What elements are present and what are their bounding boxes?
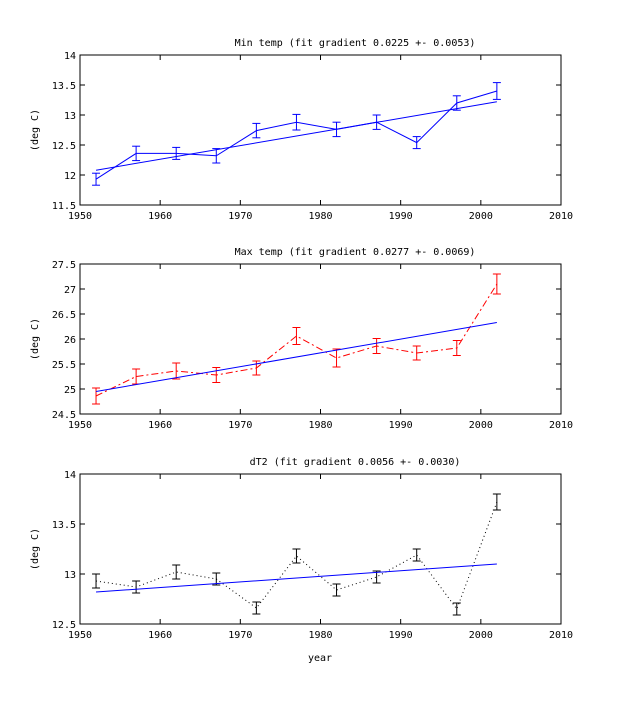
panel-dt2: dT2 (fit gradient 0.0056 +- 0.0030) (deg… [30, 457, 573, 664]
panel-title: Min temp (fit gradient 0.0225 +- 0.0053) [235, 38, 476, 49]
y-tick-label: 27.5 [52, 260, 76, 271]
plot-frame [79, 54, 562, 206]
y-axis-label: (deg C) [30, 318, 41, 360]
x-tick-label: 2000 [469, 211, 493, 222]
y-tick-label: 25 [64, 385, 76, 396]
x-tick-label: 1990 [389, 211, 413, 222]
x-tick-label: 1960 [148, 211, 172, 222]
marks-group [92, 82, 501, 186]
y-tick-label: 13 [64, 111, 76, 122]
x-tick-label: 1960 [148, 420, 172, 431]
x-tick-label: 1980 [308, 211, 332, 222]
plot-frame [79, 263, 562, 415]
y-tick-label: 14 [64, 51, 76, 62]
y-axis-label: (deg C) [30, 528, 41, 570]
series-line [95, 90, 498, 180]
y-tick-label: 12 [64, 171, 76, 182]
y-tick-label: 12.5 [52, 620, 76, 631]
x-tick-label: 2010 [549, 211, 573, 222]
marks-group [92, 493, 501, 616]
fit-line [95, 563, 497, 593]
x-tick-label: 2000 [469, 420, 493, 431]
x-tick-label: 1960 [148, 630, 172, 641]
y-tick-label: 26 [64, 335, 76, 346]
fit-line [95, 322, 497, 392]
x-tick-label: 2000 [469, 630, 493, 641]
panel-title: Max temp (fit gradient 0.0277 +- 0.0069) [235, 247, 476, 258]
x-tick-label: 1950 [68, 420, 92, 431]
x-tick-label: 1980 [308, 630, 332, 641]
axes-group: 1950 1960 1970 1980 1990 2000 2010 12.5 13 13.5 14 [52, 470, 573, 641]
x-tick-label: 2010 [549, 630, 573, 641]
x-tick-label: 1970 [228, 420, 252, 431]
x-tick-label: 1980 [308, 420, 332, 431]
plot-frame [79, 473, 562, 625]
y-tick-label: 26.5 [52, 310, 76, 321]
x-tick-label: 1970 [228, 630, 252, 641]
y-axis-label: (deg C) [30, 109, 41, 151]
x-axis-label: year [308, 653, 332, 664]
y-tick-label: 14 [64, 470, 76, 481]
series-line [95, 283, 498, 397]
marks-group [92, 273, 501, 405]
y-tick-label: 13.5 [52, 81, 76, 92]
axes-group: 1950 1960 1970 1980 1990 2000 2010 11.5 12 12.5 13… [52, 51, 573, 222]
y-tick-label: 13.5 [52, 520, 76, 531]
y-tick-label: 12.5 [52, 141, 76, 152]
fit-line [95, 101, 497, 171]
panel-min-temp: Min temp (fit gradient 0.0225 +- 0.0053)… [30, 38, 573, 222]
y-tick-label: 27 [64, 285, 76, 296]
x-tick-label: 1970 [228, 211, 252, 222]
x-tick-label: 1950 [68, 630, 92, 641]
y-tick-label: 13 [64, 570, 76, 581]
y-tick-label: 24.5 [52, 410, 76, 421]
y-tick-label: 11.5 [52, 201, 76, 212]
x-tick-label: 1990 [389, 630, 413, 641]
x-tick-label: 2010 [549, 420, 573, 431]
x-tick-label: 1990 [389, 420, 413, 431]
axes-group: 1950 1960 1970 1980 1990 2000 2010 24.5 25 25.5 26… [52, 260, 573, 431]
panel-max-temp: Max temp (fit gradient 0.0277 +- 0.0069)… [30, 247, 573, 431]
panel-title: dT2 (fit gradient 0.0056 +- 0.0030) [250, 457, 461, 468]
y-tick-label: 25.5 [52, 360, 76, 371]
x-tick-label: 1950 [68, 211, 92, 222]
